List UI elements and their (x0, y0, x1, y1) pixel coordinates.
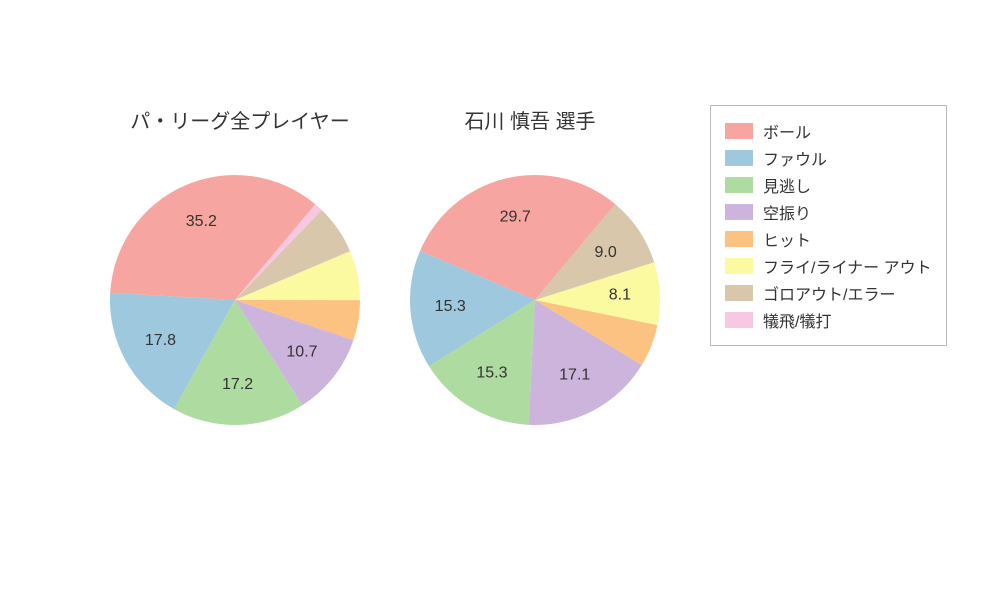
legend-swatch-ball (725, 123, 753, 139)
legend-item-ball: ボール (725, 119, 932, 143)
legend-item-foul: ファウル (725, 146, 932, 170)
pie-label-league-ball: 35.2 (186, 213, 217, 230)
legend-label-swing: 空振り (763, 200, 811, 224)
pie-label-player-look: 15.3 (476, 364, 507, 381)
pie-label-league-look: 17.2 (222, 376, 253, 393)
legend-label-flyout: フライ/ライナー アウト (763, 254, 932, 278)
pie-chart-league: 35.2 17.8 17.2 10.7 (108, 173, 362, 427)
legend-swatch-sac (725, 312, 753, 328)
pie-label-player-swing: 17.1 (559, 366, 590, 383)
legend-label-groundout: ゴロアウト/エラー (763, 281, 895, 305)
pie-label-player-groundout: 9.0 (595, 244, 617, 261)
legend-item-look: 見逃し (725, 173, 932, 197)
pie-chart-player: 29.7 15.3 15.3 17.1 8.1 9.0 (408, 173, 662, 427)
pie-label-league-swing: 10.7 (286, 344, 317, 361)
legend-label-hit: ヒット (763, 227, 811, 251)
pie-label-player-foul: 15.3 (435, 298, 466, 315)
legend-item-flyout: フライ/ライナー アウト (725, 254, 932, 278)
legend-swatch-look (725, 177, 753, 193)
legend-label-foul: ファウル (763, 146, 827, 170)
legend-swatch-groundout (725, 285, 753, 301)
chart-title-player: 石川 慎吾 選手 (380, 105, 680, 134)
chart-title-league: パ・リーグ全プレイヤー (90, 105, 390, 134)
legend-item-groundout: ゴロアウト/エラー (725, 281, 932, 305)
pie-label-player-ball: 29.7 (500, 209, 531, 226)
pie-label-player-flyout: 8.1 (609, 287, 631, 304)
legend-item-sac: 犠飛/犠打 (725, 308, 932, 332)
legend-label-sac: 犠飛/犠打 (763, 308, 831, 332)
pie-label-league-foul: 17.8 (145, 332, 176, 349)
legend-label-ball: ボール (763, 119, 811, 143)
legend-item-hit: ヒット (725, 227, 932, 251)
legend-swatch-swing (725, 204, 753, 220)
legend-label-look: 見逃し (763, 173, 811, 197)
legend-item-swing: 空振り (725, 200, 932, 224)
legend-swatch-hit (725, 231, 753, 247)
chart-stage: パ・リーグ全プレイヤー石川 慎吾 選手 35.2 17.8 17.2 10.7 29.7 1… (0, 0, 1000, 600)
legend-swatch-foul (725, 150, 753, 166)
legend: ボールファウル見逃し空振りヒットフライ/ライナー アウトゴロアウト/エラー犠飛/… (710, 105, 947, 346)
legend-swatch-flyout (725, 258, 753, 274)
